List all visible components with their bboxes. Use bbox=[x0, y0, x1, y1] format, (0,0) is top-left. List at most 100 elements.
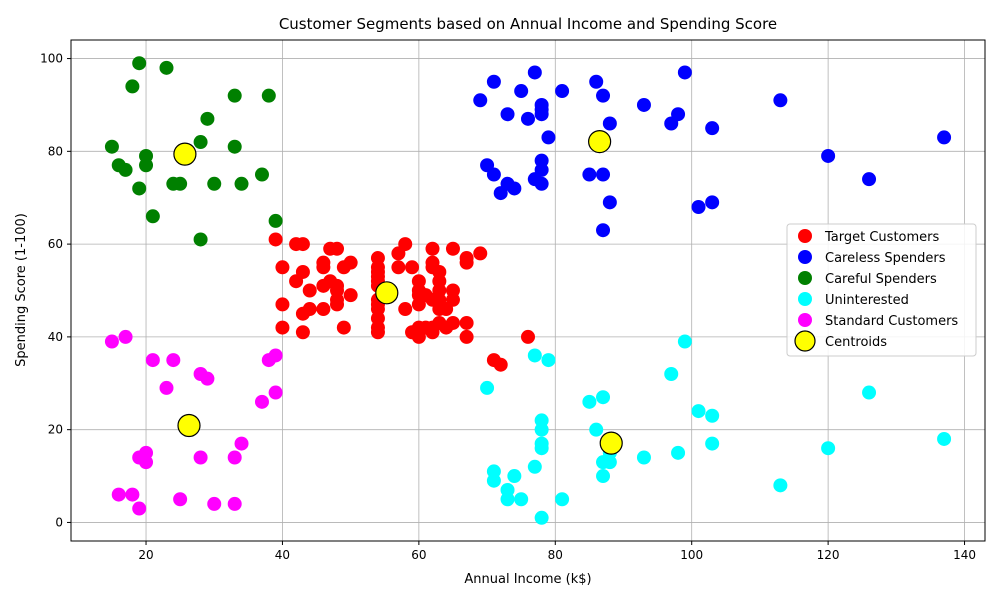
legend-marker bbox=[794, 330, 816, 352]
y-tick-label: 80 bbox=[48, 144, 63, 158]
data-point bbox=[486, 74, 501, 89]
legend-entry: Uninterested bbox=[825, 293, 909, 308]
data-point bbox=[254, 167, 269, 182]
data-point bbox=[862, 385, 877, 400]
data-points bbox=[104, 56, 952, 525]
data-point bbox=[132, 501, 147, 516]
data-point bbox=[691, 200, 706, 214]
data-point bbox=[159, 380, 174, 395]
legend-marker bbox=[798, 313, 812, 327]
data-point bbox=[582, 394, 597, 409]
data-point bbox=[398, 302, 413, 317]
data-point bbox=[596, 167, 611, 182]
x-tick-label: 120 bbox=[817, 548, 840, 562]
data-point bbox=[677, 65, 692, 80]
data-point bbox=[527, 65, 542, 80]
data-point bbox=[193, 135, 208, 150]
data-point bbox=[275, 297, 290, 312]
data-point bbox=[268, 385, 283, 400]
data-point bbox=[862, 172, 877, 187]
data-point bbox=[459, 315, 474, 330]
data-point bbox=[111, 487, 126, 502]
data-point bbox=[937, 431, 952, 446]
data-point bbox=[514, 84, 529, 99]
data-point bbox=[596, 223, 611, 238]
data-point bbox=[118, 329, 133, 344]
data-point bbox=[132, 56, 147, 71]
y-axis-label: Spending Score (1-100) bbox=[14, 213, 29, 367]
data-point bbox=[521, 329, 535, 344]
data-point bbox=[343, 288, 358, 303]
plot-frame bbox=[70, 39, 986, 542]
data-point bbox=[173, 492, 188, 507]
data-point bbox=[664, 367, 679, 381]
data-point bbox=[302, 302, 317, 317]
centroid-point bbox=[375, 281, 399, 305]
data-point bbox=[405, 260, 420, 275]
x-tick-label: 20 bbox=[138, 548, 153, 562]
data-point bbox=[295, 264, 310, 279]
data-point bbox=[500, 107, 515, 122]
y-tick-label: 0 bbox=[55, 515, 63, 529]
data-point bbox=[514, 492, 529, 507]
data-point bbox=[275, 260, 290, 275]
data-point bbox=[104, 139, 119, 154]
legend-entry: Careful Spenders bbox=[825, 272, 937, 287]
legend-entry: Careless Spenders bbox=[825, 251, 946, 266]
data-point bbox=[534, 102, 549, 117]
data-point bbox=[104, 334, 119, 349]
data-point bbox=[602, 116, 617, 131]
data-point bbox=[139, 455, 154, 470]
data-point bbox=[295, 237, 310, 252]
data-point bbox=[555, 492, 570, 507]
data-point bbox=[227, 88, 242, 103]
data-point bbox=[602, 195, 617, 210]
data-point bbox=[370, 302, 385, 317]
data-point bbox=[486, 167, 501, 182]
legend-marker bbox=[798, 250, 812, 264]
data-point bbox=[173, 176, 188, 191]
legend-entry: Centroids bbox=[825, 335, 887, 350]
data-point bbox=[541, 130, 556, 145]
x-tick-label: 80 bbox=[548, 548, 563, 562]
legend-entry: Standard Customers bbox=[825, 314, 958, 329]
data-point bbox=[425, 241, 440, 256]
data-point bbox=[316, 302, 331, 317]
legend-marker bbox=[798, 292, 812, 306]
data-point bbox=[507, 181, 522, 196]
data-point bbox=[534, 510, 549, 525]
data-point bbox=[527, 348, 542, 363]
data-point bbox=[773, 478, 788, 493]
data-point bbox=[227, 450, 242, 465]
centroid-point bbox=[177, 413, 201, 438]
data-point bbox=[507, 469, 522, 484]
data-point bbox=[671, 445, 686, 460]
data-point bbox=[145, 209, 160, 224]
y-tick-label: 100 bbox=[40, 52, 63, 66]
data-point bbox=[234, 176, 249, 191]
centroid-point bbox=[173, 142, 197, 166]
data-point bbox=[193, 232, 208, 247]
data-point bbox=[343, 255, 358, 270]
legend: Target Customers Careless Spenders Careful… bbox=[786, 223, 977, 357]
data-point bbox=[596, 88, 611, 103]
data-point bbox=[445, 241, 460, 256]
data-point bbox=[336, 320, 351, 335]
data-point bbox=[254, 394, 269, 409]
x-axis-label: Annual Income (k$) bbox=[464, 572, 591, 587]
data-point bbox=[330, 241, 345, 256]
data-point bbox=[125, 487, 140, 502]
axis-ticks: 20 40 60 80 100 120 140 0 20 40 60 80 100 bbox=[40, 52, 976, 562]
data-point bbox=[145, 353, 160, 368]
y-tick-label: 60 bbox=[48, 237, 63, 251]
data-point bbox=[596, 469, 611, 484]
data-point bbox=[459, 329, 474, 344]
data-point bbox=[534, 176, 549, 191]
centroid-point bbox=[599, 431, 623, 455]
data-point bbox=[534, 162, 549, 177]
data-point bbox=[370, 251, 385, 266]
data-point bbox=[500, 482, 515, 497]
data-point bbox=[302, 283, 317, 298]
data-point bbox=[773, 93, 788, 108]
